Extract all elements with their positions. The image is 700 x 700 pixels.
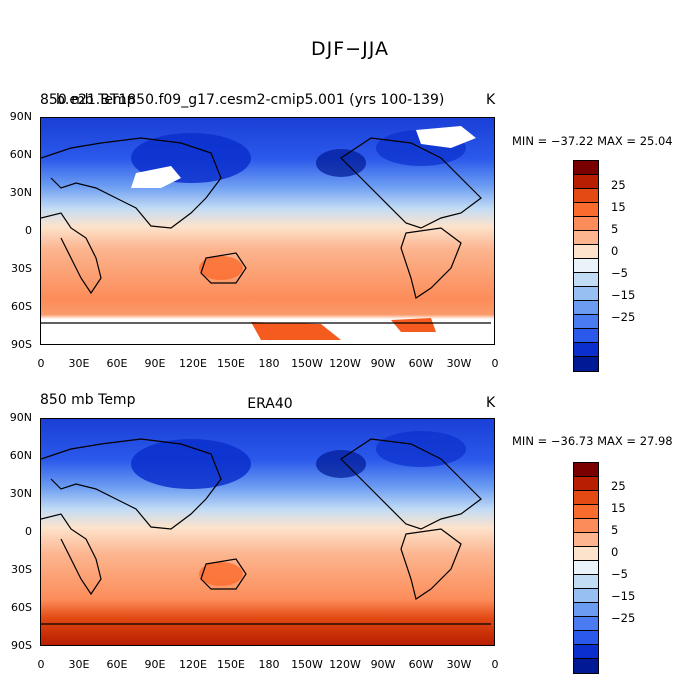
panel1-lat-label-90n: 90N: [9, 110, 32, 123]
panel1-lon-label-0: 0: [37, 357, 45, 370]
panel1-colorbar-swatch: [574, 301, 598, 315]
panel2-colorbar-label-m25: −25: [611, 611, 636, 625]
panel1-colorbar-swatch: [574, 245, 598, 259]
panel1-colorbar-swatch: [574, 315, 598, 329]
panel2-colorbar-label-m15: −15: [611, 589, 636, 603]
panel2-lon-label-120w: 120W: [329, 658, 361, 671]
panel2-colorbar-swatch: [574, 519, 598, 533]
panel2-colorbar-swatch: [574, 575, 598, 589]
panel1-units: K: [486, 92, 496, 108]
panel2-lat-label-30s: 30S: [11, 563, 32, 576]
panel1-lon-label-30w: 30W: [446, 357, 472, 370]
panel1-colorbar-label-0: 0: [611, 244, 619, 258]
panel1-colorbar-label-5: 5: [611, 222, 619, 236]
panel1-lon-label-150w: 150W: [291, 357, 323, 370]
panel1-lon-label-0-end: 0: [491, 357, 499, 370]
panel2-colorbar-swatch: [574, 505, 598, 519]
panel2-variable-title: 850 mb Temp: [40, 392, 136, 408]
panel2-colorbar-swatch: [574, 603, 598, 617]
panel2-lat-label-60n: 60N: [9, 449, 32, 462]
panel1-lon-label-120e: 120E: [179, 357, 207, 370]
panel1-case-title: b.e21.BT1850.f09_g17.cesm2-cmip5.001 (yr…: [56, 92, 445, 108]
panel1-lat-label-60n: 60N: [9, 148, 32, 161]
panel2-colorbar-swatch: [574, 533, 598, 547]
panel1-colorbar-swatch: [574, 357, 598, 371]
panel1-colorbar: [573, 160, 599, 372]
panel2-lon-label-90e: 90E: [144, 658, 166, 671]
panel2-colorbar-label-5: 5: [611, 523, 619, 537]
panel2-colorbar-swatch: [574, 561, 598, 575]
panel2-lon-label-60w: 60W: [408, 658, 434, 671]
panel1-colorbar-label-m25: −25: [611, 310, 636, 324]
panel2-colorbar-swatch: [574, 463, 598, 477]
panel1-colorbar-swatch: [574, 175, 598, 189]
panel2-colorbar-swatch: [574, 631, 598, 645]
panel1-colorbar-swatch: [574, 273, 598, 287]
panel2-lon-label-180: 180: [258, 658, 280, 671]
panel2-lon-label-150w: 150W: [291, 658, 323, 671]
panel2-lon-label-150e: 150E: [217, 658, 245, 671]
panel2-min-max: MIN = −36.73 MAX = 27.98: [512, 434, 673, 448]
panel2-units: K: [486, 395, 496, 411]
panel2-lat-label-90s: 90S: [11, 639, 32, 652]
panel2-lon-label-30e: 30E: [68, 658, 90, 671]
panel2-colorbar-swatch: [574, 547, 598, 561]
panel1-min-max: MIN = −37.22 MAX = 25.04: [512, 134, 673, 148]
panel1-colorbar-label-15: 15: [611, 200, 626, 214]
panel1-colorbar-swatch: [574, 189, 598, 203]
panel1-lon-label-30e: 30E: [68, 357, 90, 370]
panel1-colorbar-swatch: [574, 217, 598, 231]
panel1-lat-label-eq: 0: [25, 224, 32, 237]
panel1-colorbar-swatch: [574, 287, 598, 301]
panel1-colorbar-swatch: [574, 161, 598, 175]
panel2-lon-label-90w: 90W: [370, 658, 396, 671]
panel2-source-title: ERA40: [247, 396, 293, 412]
panel2-lat-label-60s: 60S: [11, 601, 32, 614]
panel1-lon-label-90w: 90W: [370, 357, 396, 370]
panel2-colorbar-swatch: [574, 491, 598, 505]
panel2-lon-label-30w: 30W: [446, 658, 472, 671]
panel1-lon-label-150e: 150E: [217, 357, 245, 370]
panel1-colorbar-label-m15: −15: [611, 288, 636, 302]
panel2-colorbar: [573, 462, 599, 674]
panel1-colorbar-swatch: [574, 259, 598, 273]
panel1-lon-label-60e: 60E: [106, 357, 128, 370]
panel1-map: [40, 117, 495, 345]
panel1-lon-label-180: 180: [258, 357, 280, 370]
panel2-colorbar-swatch: [574, 617, 598, 631]
panel1-colorbar-swatch: [574, 203, 598, 217]
panel2-colorbar-label-15: 15: [611, 501, 626, 515]
panel1-variable-title: 850 mb Temp: [40, 92, 136, 108]
panel2-lat-label-30n: 30N: [9, 487, 32, 500]
panel2-lon-label-120e: 120E: [179, 658, 207, 671]
panel2-colorbar-swatch: [574, 589, 598, 603]
panel1-lat-label-30n: 30N: [9, 186, 32, 199]
panel1-lon-label-90e: 90E: [144, 357, 166, 370]
panel2-colorbar-label-m5: −5: [611, 567, 628, 581]
panel1-lat-label-60s: 60S: [11, 300, 32, 313]
panel2-lon-label-0: 0: [37, 658, 45, 671]
panel2-colorbar-swatch: [574, 645, 598, 659]
figure-title: DJF−JJA: [311, 38, 389, 60]
panel1-colorbar-label-m5: −5: [611, 266, 628, 280]
panel2-colorbar-swatch: [574, 477, 598, 491]
panel1-lon-label-60w: 60W: [408, 357, 434, 370]
panel1-colorbar-swatch: [574, 329, 598, 343]
panel2-lon-label-0-end: 0: [491, 658, 499, 671]
panel1-colorbar-swatch: [574, 343, 598, 357]
panel2-map: [40, 418, 495, 646]
panel2-colorbar-label-0: 0: [611, 545, 619, 559]
panel2-lon-label-60e: 60E: [106, 658, 128, 671]
panel2-lat-label-90n: 90N: [9, 411, 32, 424]
panel1-colorbar-swatch: [574, 231, 598, 245]
panel2-colorbar-label-25: 25: [611, 479, 626, 493]
panel1-lat-label-30s: 30S: [11, 262, 32, 275]
panel2-lat-label-eq: 0: [25, 525, 32, 538]
panel1-colorbar-label-25: 25: [611, 178, 626, 192]
panel1-lon-label-120w: 120W: [329, 357, 361, 370]
panel1-lat-label-90s: 90S: [11, 338, 32, 351]
panel2-colorbar-swatch: [574, 659, 598, 673]
